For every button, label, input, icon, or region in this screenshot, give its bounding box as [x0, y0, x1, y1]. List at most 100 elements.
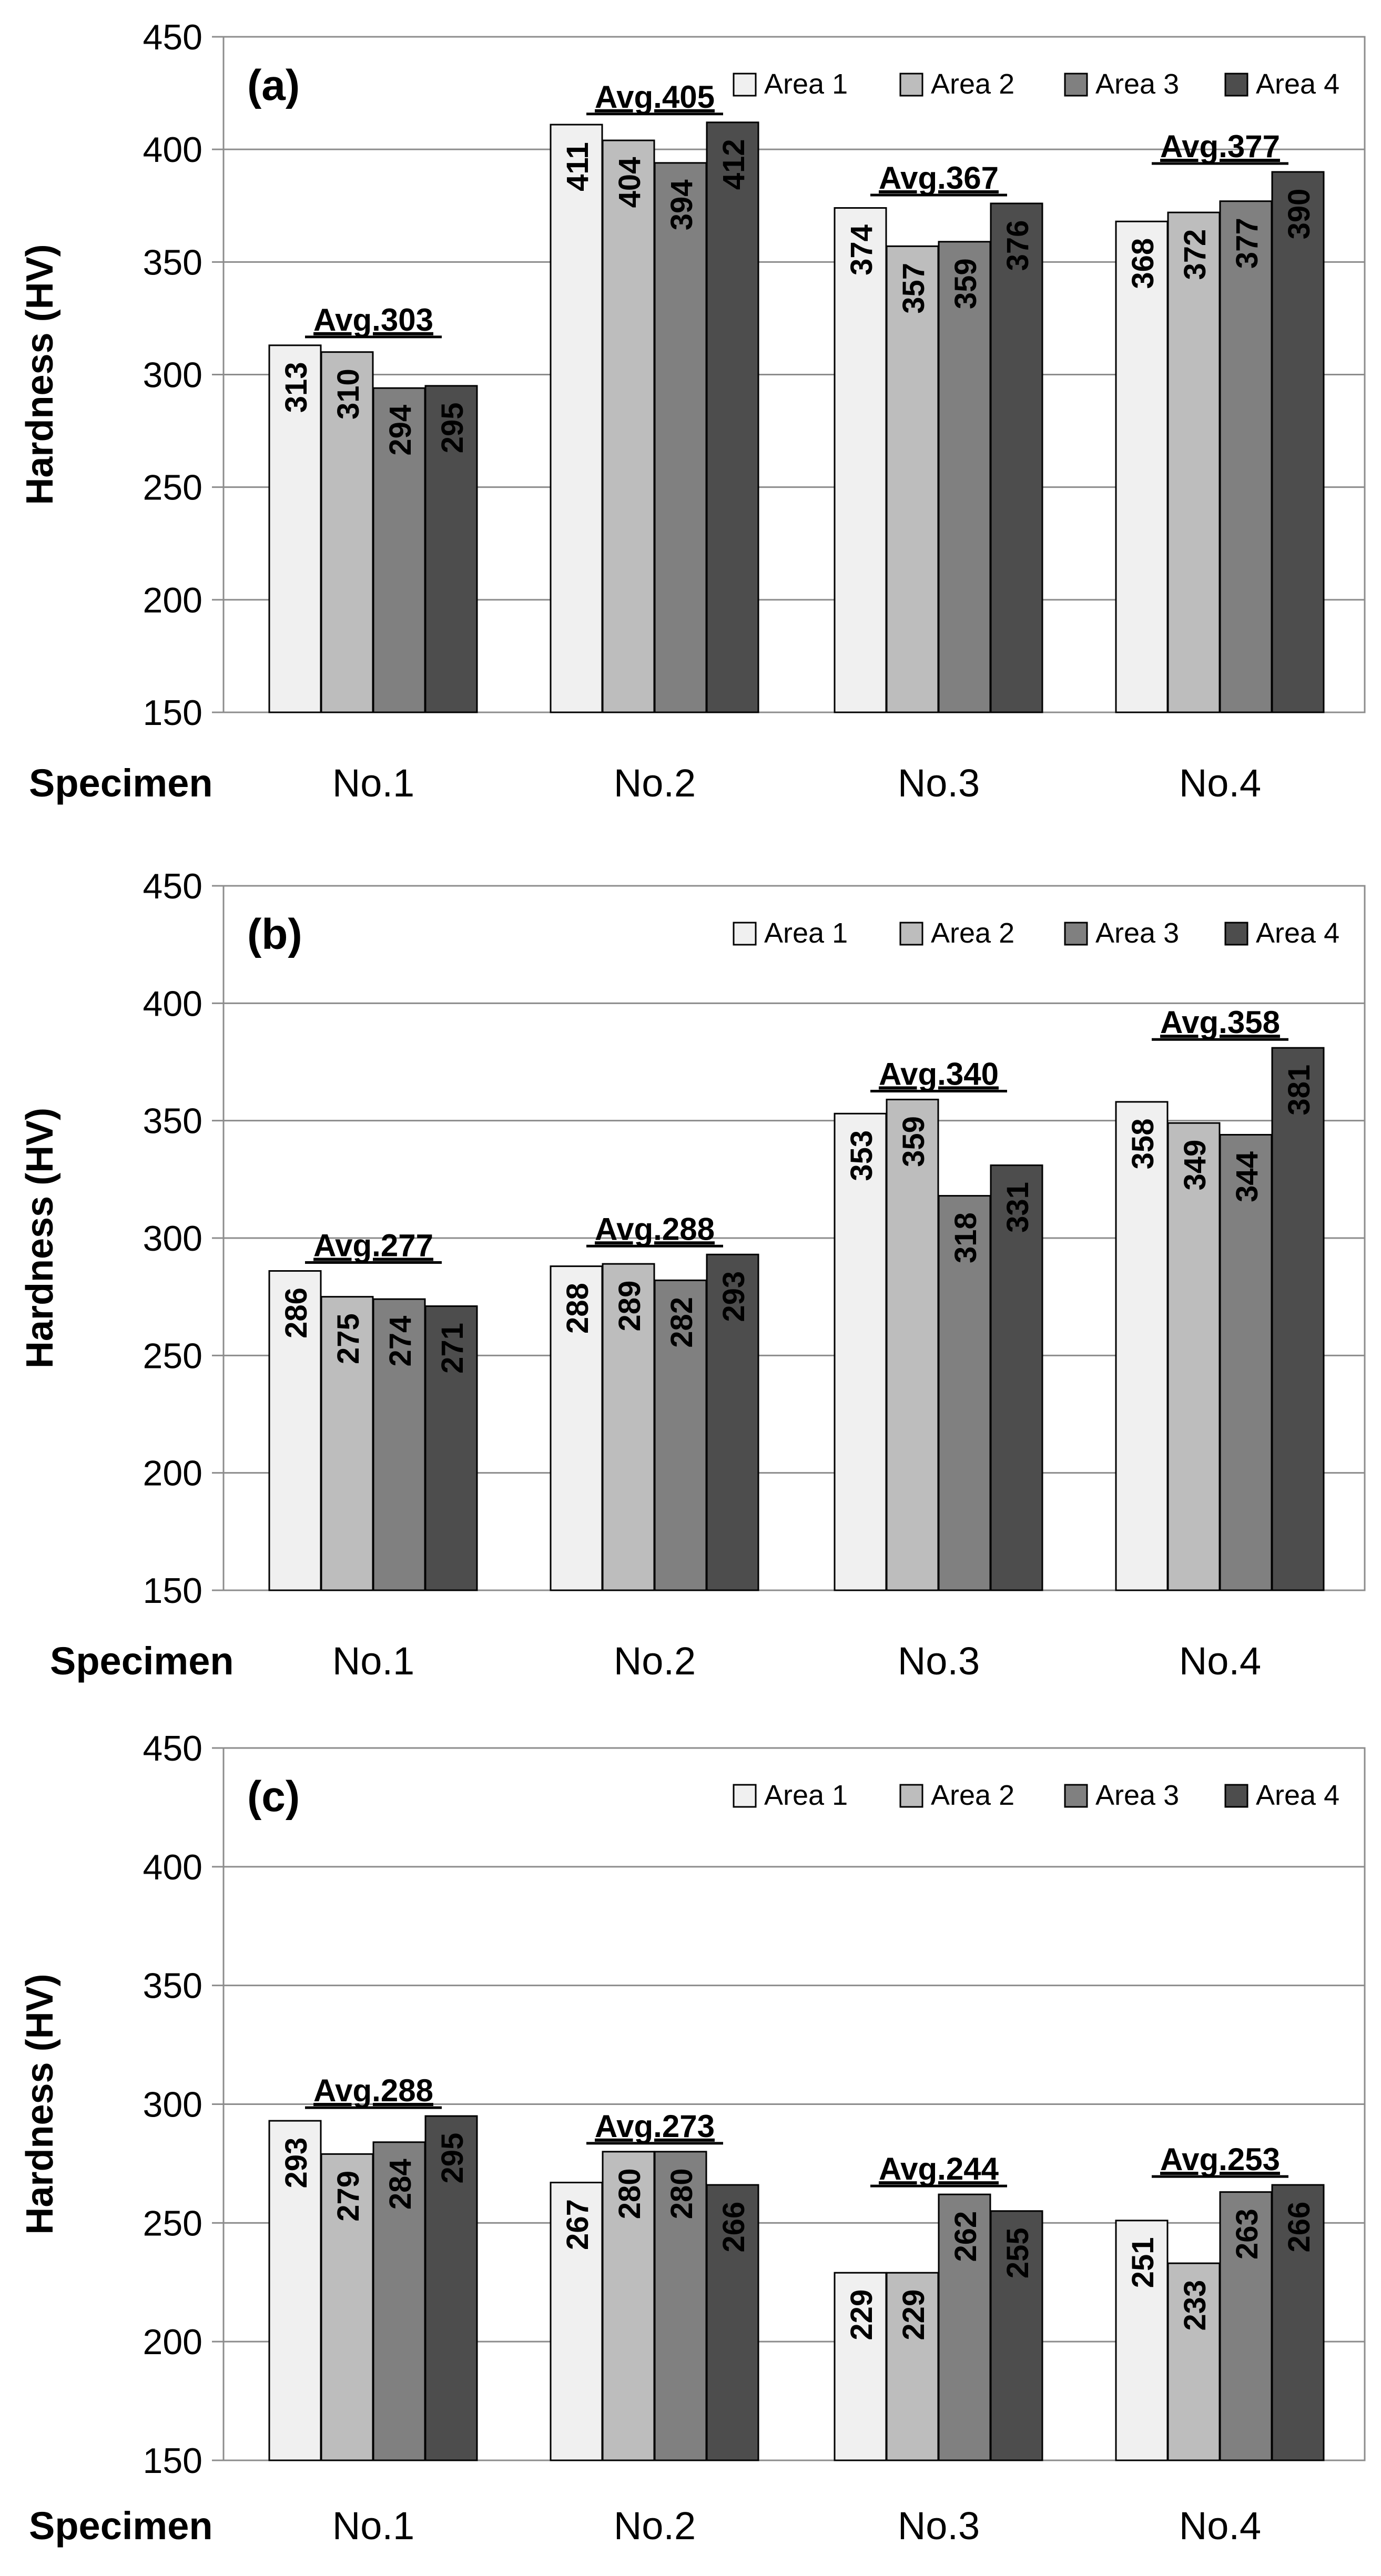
legend-label-area-1: Area 1 [764, 1780, 848, 1811]
y-tick-label: 400 [143, 1847, 202, 1887]
chart-panel-a: 150 200 250 300 350 400 450 Hardness (HV) (a) Are… [19, 17, 1366, 805]
bar-value-label: 381 [1282, 1065, 1316, 1116]
average-label: Avg.358 [1160, 1005, 1280, 1040]
category-label: No.2 [614, 1639, 696, 1683]
bar-value-label: 372 [1178, 229, 1212, 280]
bar-value-label: 357 [897, 263, 931, 314]
average-label: Avg.273 [595, 2109, 715, 2144]
category-label: No.2 [614, 2504, 696, 2548]
bar-value-label: 374 [845, 224, 879, 275]
specimen-row-label: Specimen [29, 761, 213, 805]
bar-No.4-area-1 [1115, 1101, 1169, 1591]
bar-value-label: 313 [279, 362, 313, 413]
legend-swatch-area-4 [1224, 1784, 1248, 1808]
bar-No.4-area-3 [1219, 2191, 1273, 2461]
bar-No.3-area-3 [938, 2193, 991, 2461]
bar-value-label: 280 [665, 2168, 699, 2219]
bar-No.2-area-2 [602, 139, 655, 713]
y-tick-label: 200 [143, 2322, 202, 2362]
y-tick-label: 150 [143, 2441, 202, 2481]
y-tick-label: 300 [143, 2085, 202, 2125]
bar-No.4-area-1 [1115, 220, 1169, 713]
average-label: Avg.288 [313, 2073, 433, 2108]
bar-value-label: 295 [435, 2133, 470, 2184]
average-label: Avg.277 [313, 1228, 433, 1263]
average-label: Avg.377 [1160, 129, 1280, 164]
average-label: Avg.288 [595, 1211, 715, 1246]
legend-swatch-area-4 [1224, 73, 1248, 97]
category-label: No.1 [332, 761, 414, 805]
bar-No.3-area-2 [886, 245, 939, 713]
bar-value-label: 376 [1001, 220, 1035, 271]
y-tick-label: 400 [143, 130, 202, 170]
bar-No.4-area-2 [1167, 211, 1221, 713]
bar-No.3-area-1 [834, 207, 887, 713]
bar-No.3-area-2 [886, 1098, 939, 1591]
bar-value-label: 412 [717, 139, 751, 190]
y-tick-label: 150 [143, 693, 202, 733]
bar-value-label: 358 [1126, 1119, 1160, 1170]
bar-No.2-area-4 [706, 2184, 759, 2461]
bar-value-label: 282 [665, 1297, 699, 1348]
bar-value-label: 344 [1230, 1151, 1264, 1202]
y-tick-label: 350 [143, 1966, 202, 2006]
bar-No.1-area-4 [424, 2115, 478, 2461]
bar-No.4-area-3 [1219, 1133, 1273, 1591]
chart-panel-b: 150 200 250 300 350 400 450 Hardness (HV) (b) Are… [19, 866, 1366, 1683]
specimen-row-label: Specimen [50, 1639, 234, 1683]
legend-swatch-area-1 [733, 73, 757, 97]
bar-No.2-area-2 [602, 2151, 655, 2461]
panel-title: (a) [247, 62, 300, 109]
bar-value-label: 255 [1001, 2227, 1035, 2278]
bar-No.3-area-4 [990, 202, 1043, 713]
bar-No.1-area-1 [268, 2120, 322, 2461]
category-label: No.3 [898, 761, 980, 805]
bar-value-label: 266 [1282, 2202, 1316, 2253]
y-tick-label: 250 [143, 1336, 202, 1376]
legend-swatch-area-2 [899, 73, 923, 97]
category-label: No.4 [1179, 1639, 1261, 1683]
category-label: No.1 [332, 1639, 414, 1683]
average-label: Avg.367 [879, 160, 999, 196]
bar-value-label: 262 [949, 2211, 983, 2262]
average-label: Avg.253 [1160, 2142, 1280, 2177]
bar-No.2-area-3 [654, 2151, 707, 2461]
legend-label-area-1: Area 1 [764, 917, 848, 949]
category-label: No.2 [614, 761, 696, 805]
legend-label-area-1: Area 1 [764, 68, 848, 100]
bar-No.2-area-1 [550, 1265, 603, 1591]
bar-No.4-area-4 [1271, 171, 1325, 713]
bar-No.1-area-4 [424, 1305, 478, 1591]
bar-No.1-area-2 [320, 351, 374, 713]
y-tick-label: 200 [143, 580, 202, 620]
bar-No.1-area-1 [268, 344, 322, 713]
y-tick-label: 400 [143, 984, 202, 1024]
y-axis-title: Hardness (HV) [19, 1974, 61, 2234]
category-label: No.1 [332, 2504, 414, 2548]
y-tick-label: 350 [143, 242, 202, 282]
bar-value-label: 251 [1126, 2237, 1160, 2288]
legend-swatch-area-3 [1064, 73, 1088, 97]
y-tick-label: 150 [143, 1571, 202, 1611]
legend-label-area-4: Area 4 [1256, 917, 1339, 949]
bar-No.1-area-3 [372, 1298, 426, 1591]
bar-value-label: 289 [613, 1281, 647, 1332]
bar-value-label: 318 [949, 1212, 983, 1263]
legend-label-area-4: Area 4 [1256, 68, 1339, 100]
legend-label-area-2: Area 2 [931, 917, 1014, 949]
bar-value-label: 394 [665, 179, 699, 230]
bar-No.2-area-3 [654, 1279, 707, 1591]
y-tick-label: 250 [143, 2203, 202, 2243]
bar-No.4-area-4 [1271, 2184, 1325, 2461]
bar-value-label: 293 [717, 1271, 751, 1322]
bar-No.1-area-1 [268, 1270, 322, 1591]
legend-label-area-2: Area 2 [931, 68, 1014, 100]
bar-No.3-area-2 [886, 2272, 939, 2461]
y-tick-label: 450 [143, 17, 202, 57]
legend-label-area-3: Area 3 [1095, 68, 1179, 100]
specimen-row-label: Specimen [29, 2504, 213, 2548]
y-tick-label: 450 [143, 1729, 202, 1769]
bar-No.2-area-1 [550, 124, 603, 713]
category-label: No.4 [1179, 2504, 1261, 2548]
